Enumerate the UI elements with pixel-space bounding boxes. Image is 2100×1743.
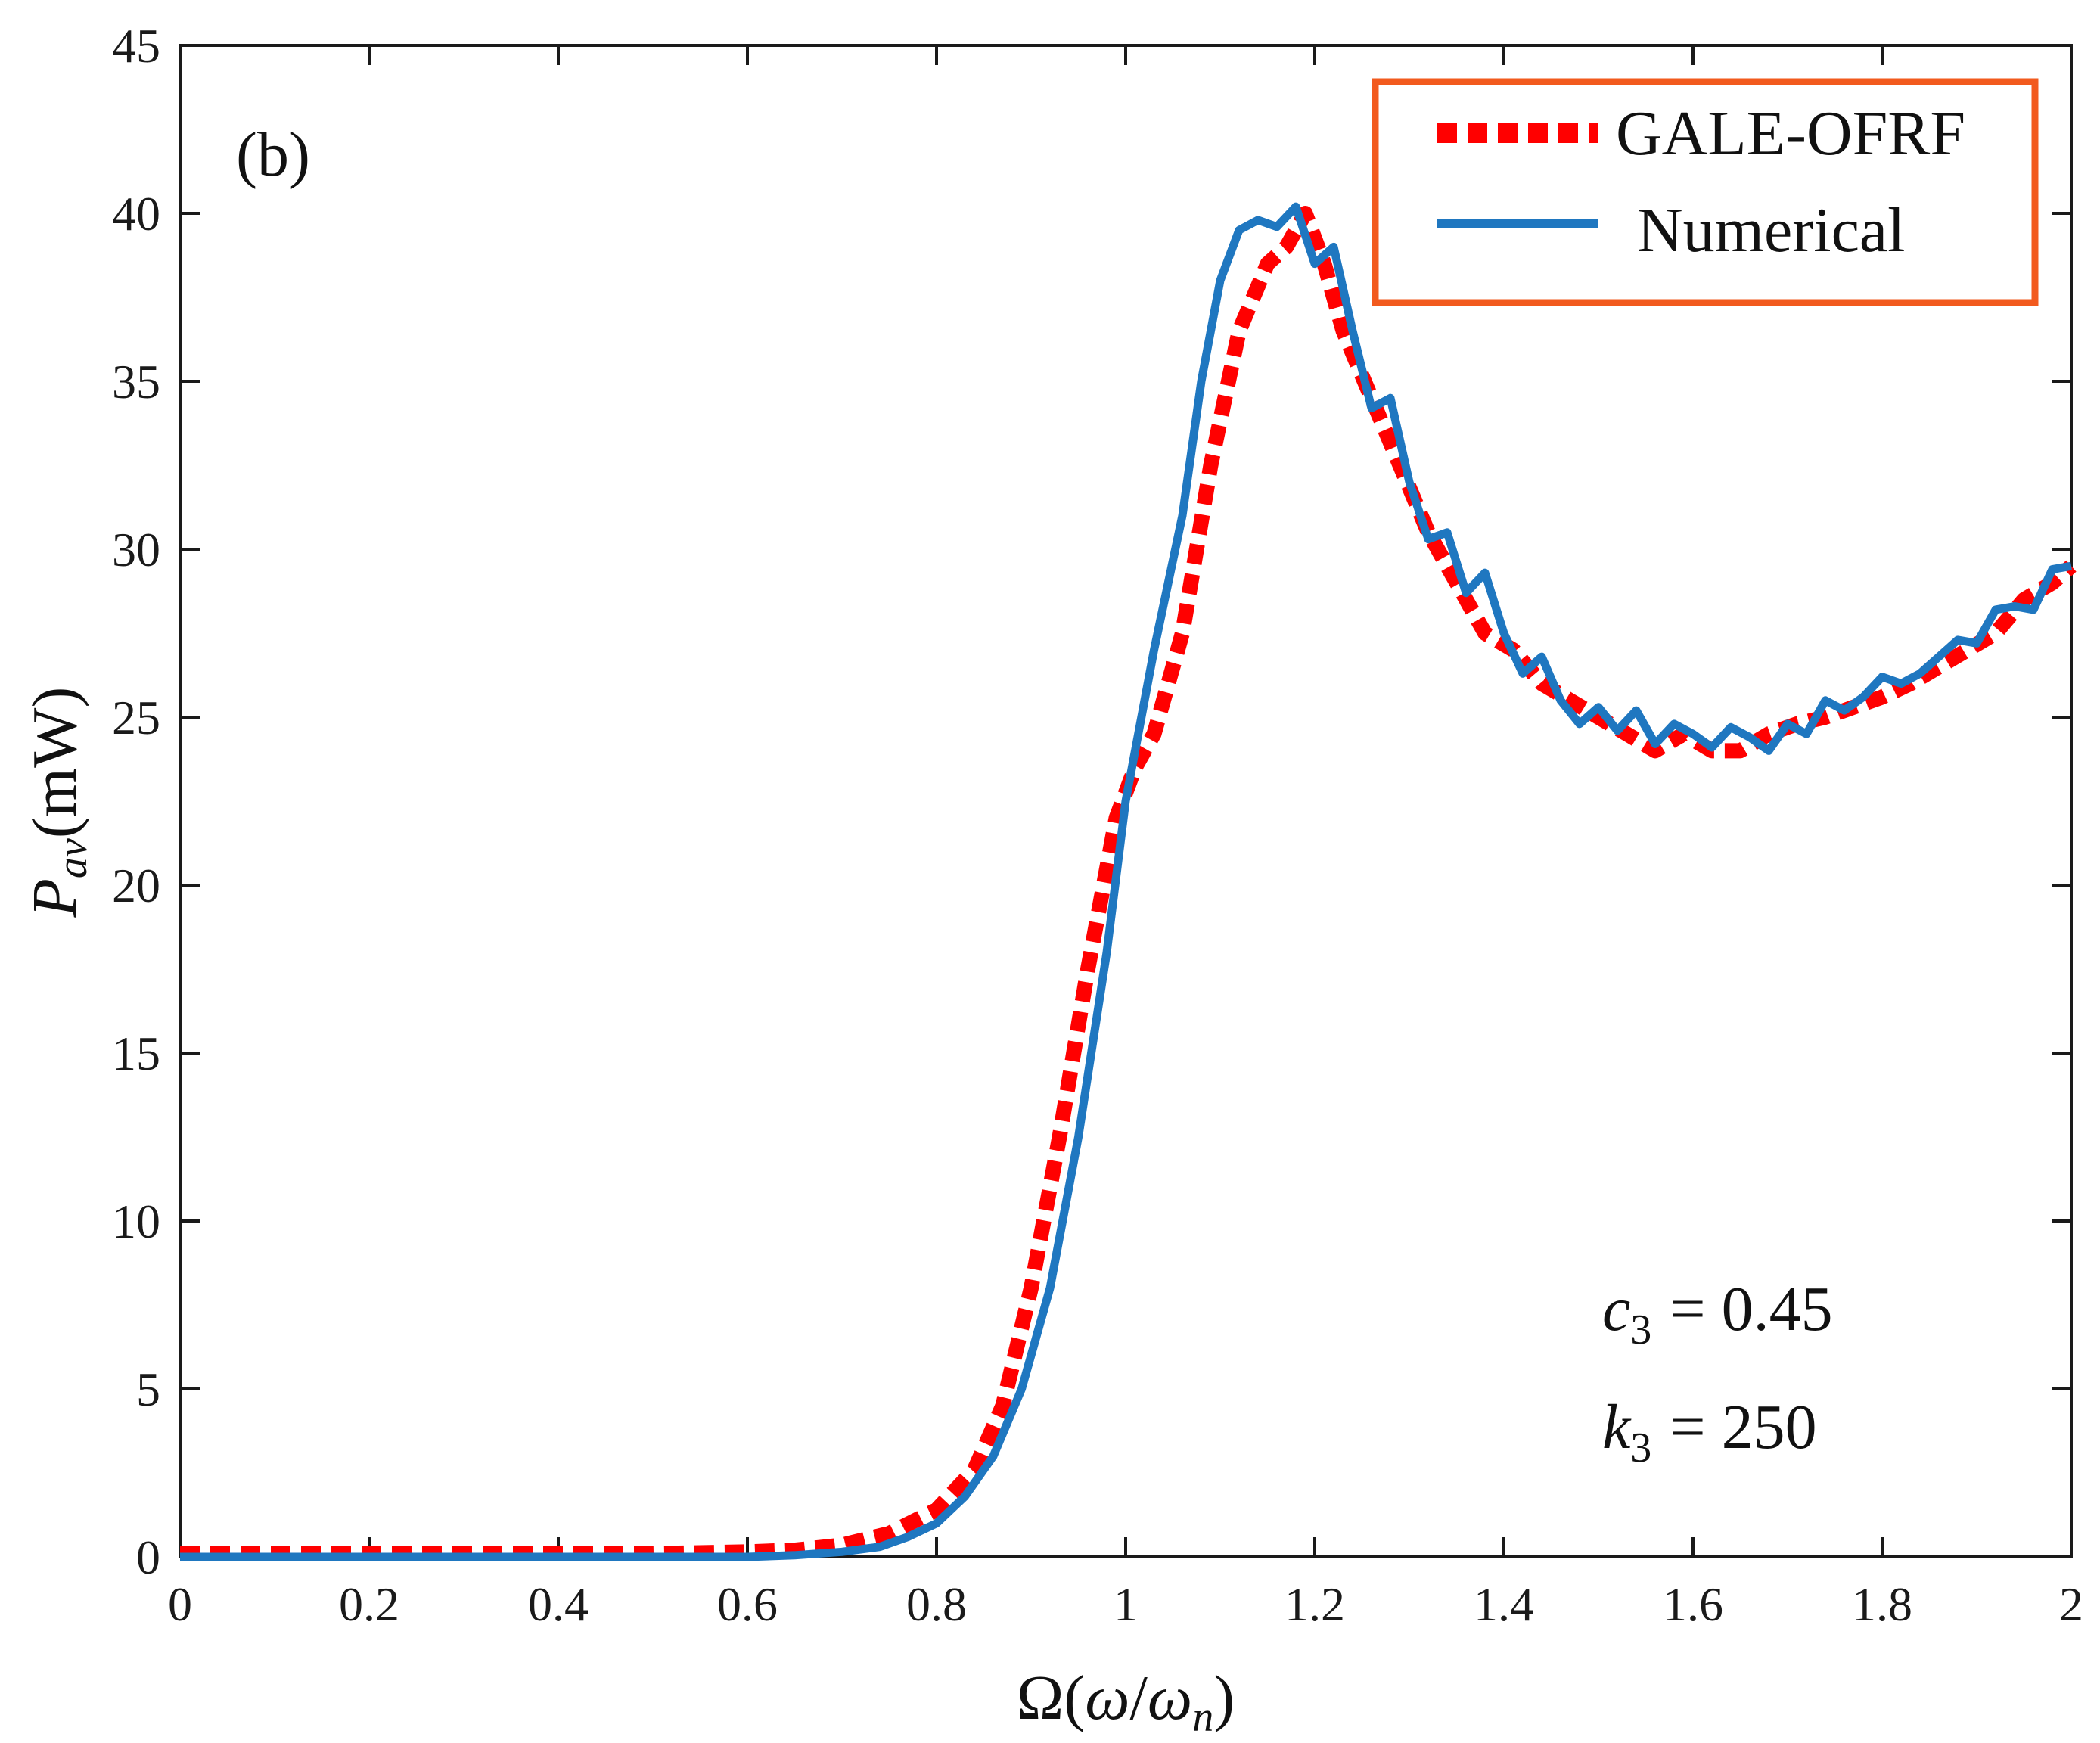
annotation-k3: k3 = 250 bbox=[1602, 1392, 1817, 1471]
series-line-gale-ofrf bbox=[180, 206, 2077, 1561]
x-tick-label: 1.2 bbox=[1285, 1577, 1345, 1631]
series-line-numerical bbox=[180, 202, 2072, 1561]
y-tick-label: 30 bbox=[112, 523, 160, 576]
annotation-k3-var: k bbox=[1602, 1392, 1632, 1462]
y-tick-label: 40 bbox=[112, 187, 160, 241]
y-axis-ticks: 0 5 10 15 20 25 30 35 40 45 bbox=[112, 19, 2071, 1584]
legend-label-gale-ofrf: GALE-OFRF bbox=[1616, 98, 1965, 169]
annotation-c3-sub: 3 bbox=[1630, 1306, 1651, 1353]
y-axis-title: Pav(mW) bbox=[20, 687, 96, 918]
panel-label: (b) bbox=[236, 120, 310, 190]
legend-label-numerical: Numerical bbox=[1637, 195, 1906, 266]
x-title-omega-n-sub: n bbox=[1192, 1694, 1213, 1741]
y-title-sub: av bbox=[49, 838, 96, 878]
y-tick-label: 45 bbox=[112, 19, 160, 73]
x-tick-label: 0 bbox=[168, 1577, 192, 1631]
x-tick-label: 1 bbox=[1114, 1577, 1138, 1631]
x-tick-label: 1.8 bbox=[1852, 1577, 1912, 1631]
y-title-unit: (mW) bbox=[20, 687, 90, 839]
y-tick-label: 5 bbox=[136, 1362, 160, 1416]
legend: GALE-OFRF Numerical bbox=[1372, 78, 2039, 306]
annotation-c3-var: c bbox=[1602, 1274, 1630, 1344]
y-tick-label: 20 bbox=[112, 859, 160, 912]
annotation-c3-value: = 0.45 bbox=[1670, 1274, 1832, 1344]
legend-box bbox=[1372, 78, 2039, 306]
x-title-omega-n: ω bbox=[1148, 1663, 1192, 1733]
x-tick-label: 1.4 bbox=[1474, 1577, 1534, 1631]
x-tick-label: 1.6 bbox=[1663, 1577, 1723, 1631]
annotation-k3-value: = 250 bbox=[1670, 1392, 1816, 1462]
y-tick-label: 25 bbox=[112, 691, 160, 744]
x-axis-title: Ω(ω/ωn) bbox=[1017, 1663, 1235, 1741]
annotation-k3-sub: 3 bbox=[1630, 1425, 1651, 1471]
x-title-slash: / bbox=[1130, 1663, 1148, 1733]
x-title-omega: ω bbox=[1085, 1663, 1129, 1733]
annotation-c3: c3 = 0.45 bbox=[1602, 1274, 1833, 1353]
x-tick-label: 0.6 bbox=[717, 1577, 778, 1631]
y-tick-label: 35 bbox=[112, 355, 160, 409]
series-layer bbox=[180, 202, 2077, 1561]
x-axis-ticks: 0 0.2 0.4 0.6 0.8 1 1.2 1.4 1.6 1.8 2 bbox=[168, 45, 2083, 1631]
y-tick-label: 10 bbox=[112, 1195, 160, 1248]
y-tick-label: 15 bbox=[112, 1027, 160, 1080]
y-tick-label: 0 bbox=[136, 1530, 160, 1584]
x-tick-label: 0.4 bbox=[528, 1577, 589, 1631]
y-title-p: P bbox=[20, 878, 90, 918]
x-title-omega-cap: Ω bbox=[1017, 1663, 1064, 1733]
x-tick-label: 2 bbox=[2059, 1577, 2083, 1631]
x-tick-label: 0.8 bbox=[906, 1577, 967, 1631]
x-title-open: ( bbox=[1064, 1663, 1085, 1733]
x-title-close: ) bbox=[1213, 1663, 1235, 1733]
x-tick-label: 0.2 bbox=[339, 1577, 399, 1631]
